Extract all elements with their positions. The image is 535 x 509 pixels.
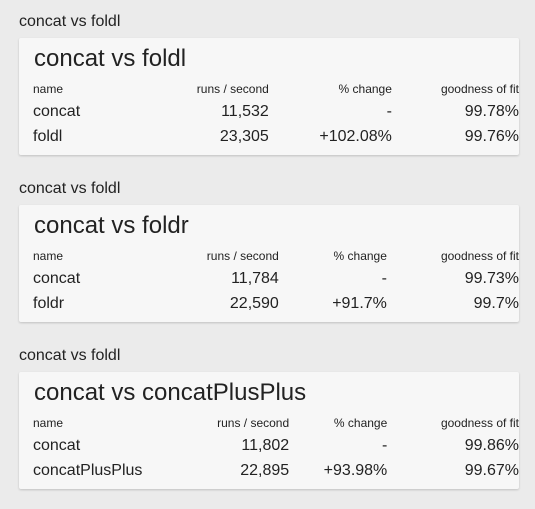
table-row: foldl 23,305 +102.08% 99.76% (33, 124, 519, 149)
card-title: concat vs foldl (34, 45, 187, 72)
row-percent-change: - (381, 269, 387, 287)
row-goodness-of-fit: 99.76% (464, 127, 519, 145)
row-percent-change: +91.7% (332, 294, 387, 312)
column-header-goodness-of-fit: goodness of fit (440, 249, 519, 263)
row-runs-per-second: 11,802 (241, 436, 290, 454)
benchmark-card: concat vs concatPlusPlus name runs / sec… (19, 372, 519, 489)
results-table: name runs / second % change goodness of … (33, 246, 519, 316)
column-header-runs-per-second: runs / second (217, 416, 290, 430)
benchmark-card: concat vs foldr name runs / second % cha… (19, 205, 519, 322)
row-runs-per-second: 22,895 (240, 461, 290, 479)
column-header-goodness-of-fit: goodness of fit (440, 82, 519, 96)
row-name: concatPlusPlus (33, 461, 143, 479)
row-name: concat (33, 102, 81, 120)
table-row: concatPlusPlus 22,895 +93.98% 99.67% (33, 458, 519, 483)
table-row: concat 11,784 - 99.73% (33, 266, 519, 291)
table-header-row: name runs / second % change goodness of … (33, 79, 519, 99)
row-percent-change: +93.98% (323, 461, 388, 479)
column-header-percent-change: % change (338, 82, 392, 96)
row-goodness-of-fit: 99.67% (464, 461, 519, 479)
row-goodness-of-fit: 99.78% (464, 102, 519, 120)
column-header-goodness-of-fit: goodness of fit (440, 416, 519, 430)
table-row: foldr 22,590 +91.7% 99.7% (33, 291, 519, 316)
column-header-runs-per-second: runs / second (206, 249, 279, 263)
row-goodness-of-fit: 99.7% (473, 294, 519, 312)
results-table: name runs / second % change goodness of … (33, 413, 519, 483)
row-goodness-of-fit: 99.86% (464, 436, 519, 454)
row-runs-per-second: 11,784 (231, 269, 279, 287)
benchmark-card: concat vs foldl name runs / second % cha… (19, 38, 519, 155)
column-header-name: name (33, 416, 64, 430)
row-name: concat (33, 269, 81, 287)
table-header-row: name runs / second % change goodness of … (33, 413, 519, 433)
table-row: concat 11,802 - 99.86% (33, 433, 519, 458)
row-name: foldl (33, 127, 63, 145)
row-percent-change: - (386, 102, 392, 120)
column-header-name: name (33, 82, 64, 96)
row-name: concat (33, 436, 81, 454)
row-goodness-of-fit: 99.73% (464, 269, 519, 287)
section-heading: concat vs foldl (19, 13, 121, 30)
card-title: concat vs concatPlusPlus (34, 379, 307, 406)
row-name: foldr (33, 294, 65, 312)
section-heading: concat vs foldl (19, 180, 121, 197)
table-row: concat 11,532 - 99.78% (33, 99, 519, 124)
column-header-percent-change: % change (333, 416, 388, 430)
row-percent-change: - (381, 436, 388, 454)
results-table: name runs / second % change goodness of … (33, 79, 519, 149)
row-percent-change: +102.08% (319, 127, 392, 145)
section-heading: concat vs foldl (19, 347, 121, 364)
card-title: concat vs foldr (34, 212, 189, 239)
column-header-runs-per-second: runs / second (196, 82, 269, 96)
column-header-name: name (33, 249, 64, 263)
row-runs-per-second: 23,305 (219, 127, 269, 145)
row-runs-per-second: 22,590 (229, 294, 279, 312)
row-runs-per-second: 11,532 (221, 102, 269, 120)
column-header-percent-change: % change (333, 249, 387, 263)
table-header-row: name runs / second % change goodness of … (33, 246, 519, 266)
